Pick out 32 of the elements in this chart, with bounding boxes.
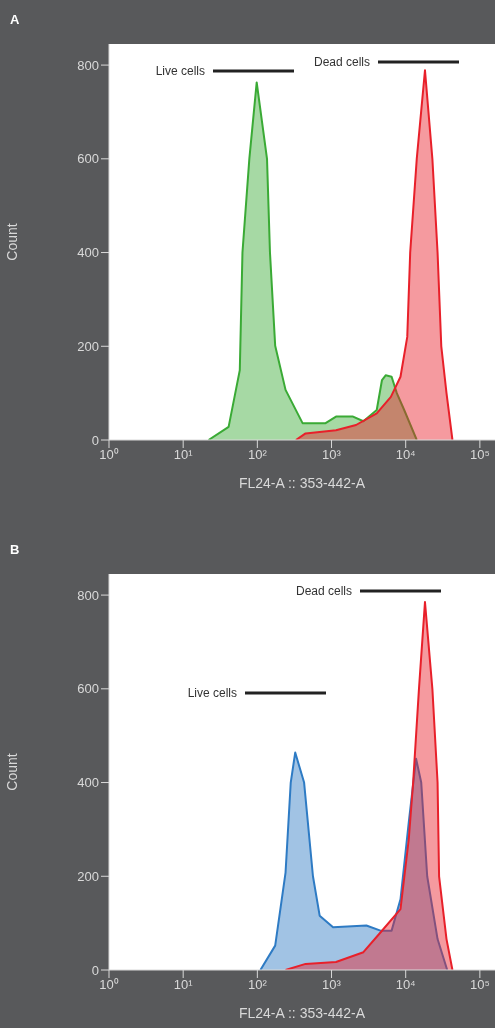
y-tick-label: 200 [77, 338, 99, 354]
annotation: Live cells [155, 64, 205, 78]
x-tick-label: 10² [247, 977, 268, 993]
x-tick-label: 10⁵ [469, 977, 490, 993]
y-tick-label: 0 [91, 432, 99, 448]
x-tick-label: 10⁵ [469, 447, 490, 463]
y-axis-title: Count [3, 223, 20, 261]
x-tick-label: 10⁴ [395, 977, 416, 993]
y-tick-label: 400 [77, 245, 99, 261]
y-tick-label: 200 [77, 868, 99, 884]
annotation: Dead cells [313, 55, 370, 69]
y-axis-title: Count [3, 753, 20, 791]
x-tick-label: 10¹ [173, 977, 194, 993]
x-tick-label: 10⁰ [99, 977, 119, 993]
x-tick-label: 10⁴ [395, 447, 416, 463]
x-axis-title: FL24-A :: 353-442-A [238, 475, 366, 491]
x-axis-title: FL24-A :: 353-442-A [238, 1005, 366, 1021]
y-tick-label: 800 [77, 57, 99, 73]
y-tick-label: 400 [77, 775, 99, 791]
y-tick-label: 600 [77, 151, 99, 167]
chart-title: A [10, 12, 20, 27]
annotation: Dead cells [295, 584, 352, 598]
y-tick-label: 0 [91, 962, 99, 978]
annotation: Live cells [187, 686, 237, 700]
x-tick-label: 10³ [322, 447, 342, 463]
x-tick-label: 10⁰ [99, 447, 119, 463]
chart-title: B [10, 542, 20, 557]
x-tick-label: 10³ [322, 977, 342, 993]
x-tick-label: 10² [247, 447, 268, 463]
x-tick-label: 10¹ [173, 447, 194, 463]
y-tick-label: 600 [77, 681, 99, 697]
y-tick-label: 800 [77, 587, 99, 603]
